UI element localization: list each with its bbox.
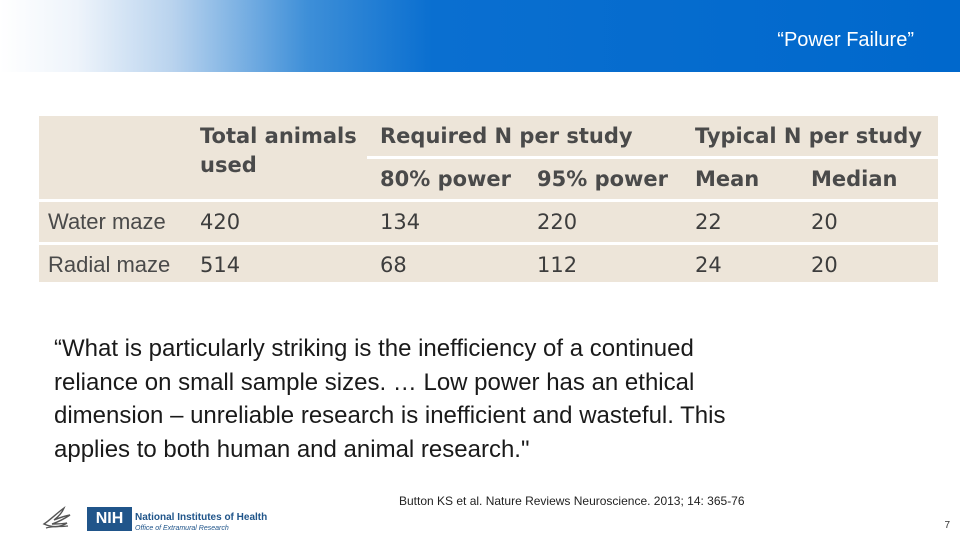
nih-logo: NIH [87,507,132,531]
page-number: 7 [944,520,950,531]
power-table: Total animals used Required N per study … [39,116,938,282]
row-label-radial-maze: Radial maze [48,252,171,277]
water-maze-total: 420 [200,210,241,234]
quote-text: “What is particularly striking is the in… [54,332,874,466]
table-divider-header [39,199,938,202]
nih-office: Office of Extramural Research [135,525,229,532]
quote-line-4: applies to both human and animal researc… [54,435,530,463]
header-typical-n: Typical N per study [695,124,922,148]
citation: Button KS et al. Nature Reviews Neurosci… [399,494,745,508]
table-divider-group [367,156,938,159]
header-95-power: 95% power [537,167,669,191]
water-maze-80: 134 [380,210,421,234]
radial-maze-total: 514 [200,253,241,277]
header-mean: Mean [695,167,760,191]
radial-maze-median: 20 [811,253,838,277]
radial-maze-80: 68 [380,253,407,277]
radial-maze-95: 112 [537,253,578,277]
nih-name: National Institutes of Health [135,512,268,523]
quote-line-3: dimension – unreliable research is ineff… [54,402,726,429]
water-maze-mean: 22 [695,210,722,234]
water-maze-median: 20 [811,210,838,234]
quote-line-2: reliance on small sample sizes. … Low po… [54,368,695,396]
water-maze-95: 220 [537,210,578,234]
header-used: used [200,153,257,177]
header-median: Median [811,167,898,191]
table-divider-row [39,242,938,245]
hhs-eagle-logo-icon [42,505,71,529]
row-label-water-maze: Water maze [48,209,166,234]
radial-maze-mean: 24 [695,253,722,277]
slide-title: “Power Failure” [777,29,914,51]
header-required-n: Required N per study [380,124,633,148]
quote-line-1: “What is particularly striking is the in… [54,335,694,362]
header-total-animals: Total animals [200,124,357,148]
header-banner: “Power Failure” [0,0,960,72]
header-80-power: 80% power [380,167,512,191]
